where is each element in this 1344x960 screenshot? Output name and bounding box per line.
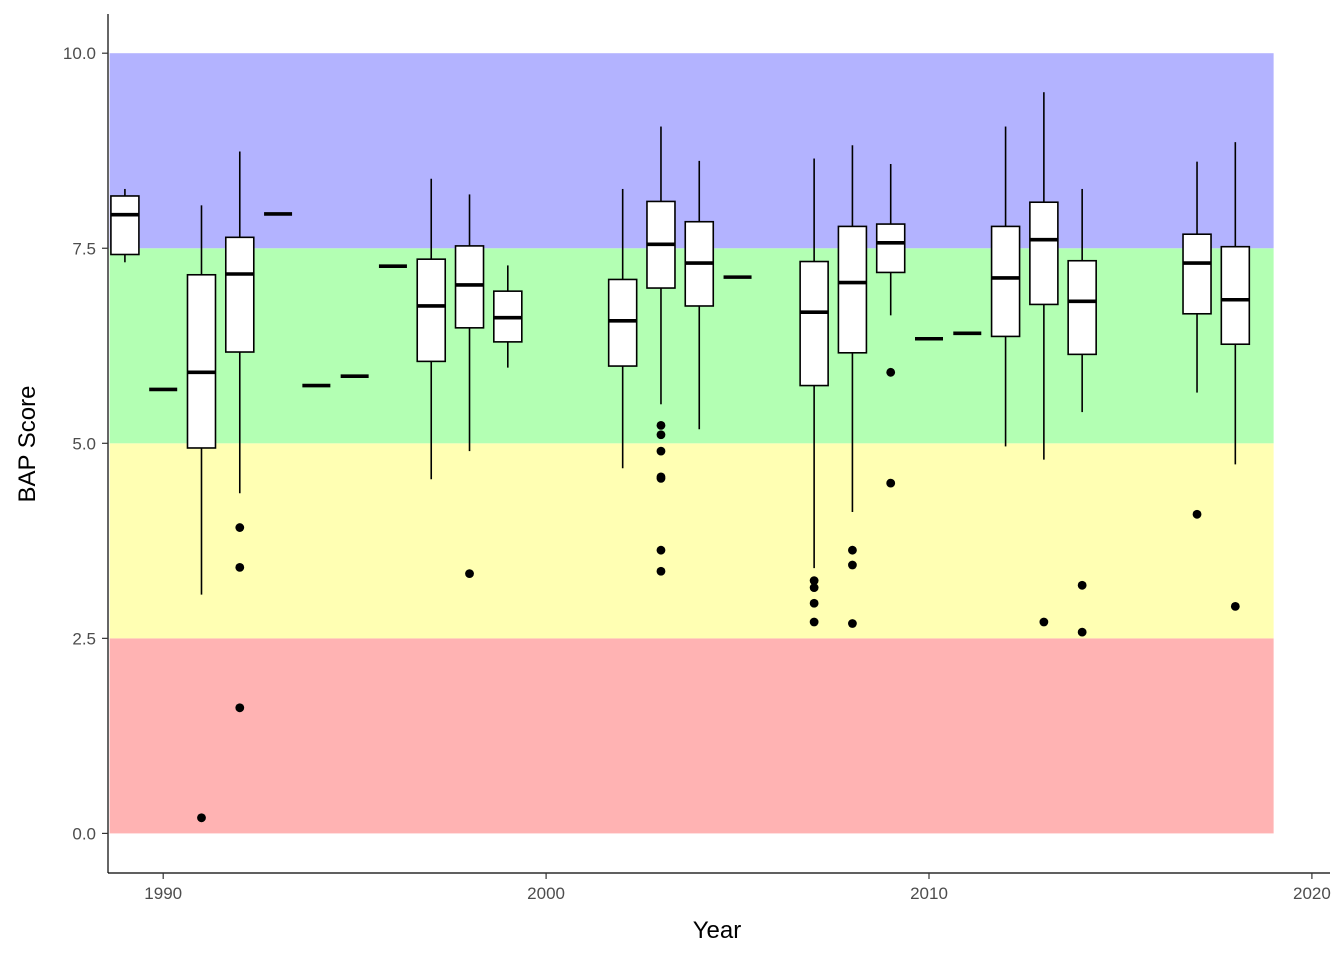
box-2012	[990, 126, 1021, 447]
outlier-2018-0	[1230, 601, 1240, 611]
box-2013	[1029, 92, 1059, 627]
iqr-box-2008	[837, 225, 868, 354]
score-bands	[109, 53, 1274, 834]
iqr-box-2018	[1220, 245, 1251, 346]
iqr-box-1992	[224, 236, 255, 353]
outlier-2008-0	[848, 545, 857, 555]
iqr-box-2017	[1182, 233, 1212, 315]
score-band-1	[109, 443, 1274, 639]
outlier-1992-0	[235, 523, 245, 532]
y-tick-label-2: 5.0	[72, 434, 96, 453]
iqr-box-2007	[799, 260, 829, 387]
x-axis-ticks: 1990 2000 2010 2020	[144, 873, 1331, 903]
outlier-2008-1	[848, 560, 857, 570]
box-2014	[1067, 188, 1097, 637]
iqr-box-1998	[454, 245, 485, 329]
y-axis-ticks: 0.0 2.5 5.0 7.5 10.0	[63, 44, 108, 843]
x-tick-label-1: 2000	[527, 884, 565, 903]
x-tick-label-2: 2010	[910, 884, 948, 903]
outlier-2014-1	[1077, 627, 1087, 637]
outlier-2003-5	[656, 545, 666, 555]
box-1991	[186, 205, 217, 823]
box-1998	[454, 194, 485, 578]
iqr-box-2014	[1067, 259, 1097, 356]
outlier-2009-0	[886, 367, 896, 377]
box-2007	[799, 158, 829, 627]
y-axis-title: BAP Score	[14, 386, 41, 503]
box-1992	[224, 151, 255, 713]
y-tick-label-0: 0.0	[72, 824, 96, 843]
outlier-2003-1	[656, 430, 666, 440]
score-band-0	[109, 638, 1274, 834]
score-band-3	[109, 53, 1274, 249]
iqr-box-1989	[110, 195, 140, 256]
iqr-box-1991	[186, 273, 217, 449]
box-2008	[837, 145, 868, 628]
iqr-box-1997	[416, 258, 447, 363]
axes: 0.0 2.5 5.0 7.5 10.0 1990 2000 2010 2020	[63, 14, 1331, 903]
outlier-2017-0	[1192, 509, 1202, 519]
iqr-box-2012	[990, 225, 1021, 338]
outlier-1992-2	[235, 703, 245, 713]
x-axis-title: Year	[693, 917, 742, 944]
box-2003	[646, 126, 676, 576]
outlier-1991-0	[197, 813, 206, 823]
x-tick-label-3: 2020	[1293, 884, 1331, 903]
outlier-1998-0	[465, 569, 474, 578]
outlier-2007-1	[809, 583, 819, 593]
box-2017	[1182, 161, 1212, 519]
iqr-box-2013	[1029, 201, 1059, 306]
box-2004	[684, 160, 715, 430]
outlier-2007-3	[809, 617, 819, 627]
outlier-2003-4	[656, 474, 666, 483]
outlier-2003-0	[656, 420, 666, 430]
x-tick-label-0: 1990	[144, 884, 182, 903]
iqr-box-2002	[607, 278, 638, 367]
outlier-2009-1	[886, 478, 896, 488]
outlier-2007-2	[809, 598, 819, 608]
year-boxplots	[110, 92, 1251, 823]
outlier-2003-2	[656, 446, 666, 456]
box-1999	[493, 265, 523, 368]
y-tick-label-1: 2.5	[72, 629, 96, 648]
outlier-2007-0	[809, 576, 819, 586]
box-1997	[416, 178, 447, 480]
iqr-box-2009	[875, 223, 906, 274]
outlier-2013-0	[1039, 617, 1049, 627]
y-tick-label-4: 10.0	[63, 44, 96, 63]
box-2009	[875, 163, 906, 488]
outlier-2008-2	[848, 619, 857, 628]
box-1989	[110, 188, 140, 263]
outlier-2003-6	[656, 566, 666, 576]
outlier-1992-1	[235, 562, 245, 572]
box-2018	[1220, 142, 1251, 611]
y-tick-label-3: 7.5	[72, 239, 96, 258]
outlier-2014-0	[1077, 580, 1087, 590]
box-2002	[607, 188, 638, 469]
